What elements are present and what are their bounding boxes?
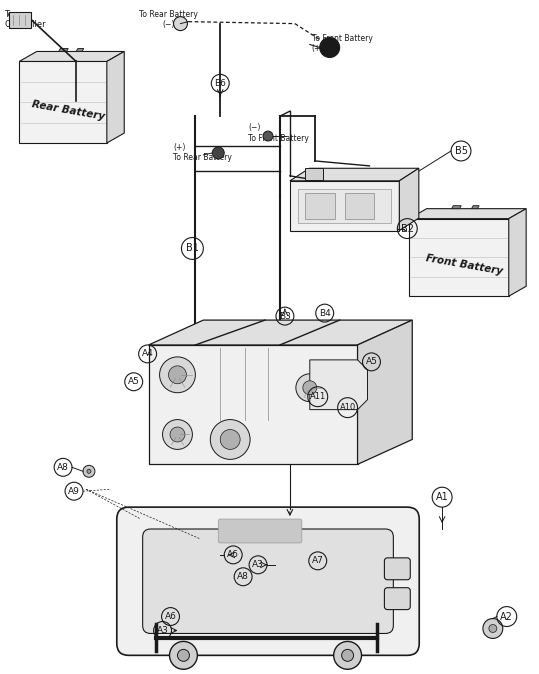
Text: B1: B1: [186, 243, 199, 253]
Polygon shape: [290, 168, 419, 181]
Text: A7: A7: [312, 556, 324, 565]
Text: A4: A4: [142, 349, 154, 359]
Text: (−)
To Front Battery: (−) To Front Battery: [248, 123, 309, 142]
FancyBboxPatch shape: [218, 519, 302, 543]
FancyBboxPatch shape: [143, 529, 393, 634]
FancyBboxPatch shape: [384, 558, 410, 580]
Circle shape: [303, 381, 317, 395]
Polygon shape: [19, 51, 125, 61]
Circle shape: [320, 38, 340, 57]
Polygon shape: [472, 206, 479, 209]
Text: A8: A8: [57, 463, 69, 472]
Polygon shape: [305, 193, 335, 218]
FancyBboxPatch shape: [384, 588, 410, 609]
Polygon shape: [298, 189, 391, 222]
Polygon shape: [149, 320, 412, 345]
Polygon shape: [19, 61, 107, 143]
Circle shape: [163, 420, 192, 450]
Circle shape: [83, 465, 95, 477]
Circle shape: [342, 649, 354, 661]
Circle shape: [263, 131, 273, 141]
Polygon shape: [399, 168, 419, 231]
Text: B5: B5: [454, 146, 467, 156]
Text: B3: B3: [279, 311, 291, 321]
Polygon shape: [290, 181, 399, 231]
Circle shape: [220, 429, 240, 450]
Polygon shape: [107, 51, 125, 143]
Polygon shape: [59, 49, 68, 51]
Text: A2: A2: [500, 611, 513, 621]
Circle shape: [296, 374, 324, 402]
Text: A3: A3: [157, 626, 169, 635]
Circle shape: [87, 469, 91, 473]
Polygon shape: [357, 320, 412, 464]
Text: A6: A6: [164, 612, 176, 621]
Circle shape: [483, 619, 503, 638]
Text: A3: A3: [252, 560, 264, 570]
Polygon shape: [509, 209, 526, 296]
Text: A6: A6: [227, 551, 239, 559]
Text: A1: A1: [436, 492, 448, 502]
Circle shape: [212, 147, 224, 159]
Text: Rear Battery: Rear Battery: [31, 99, 106, 122]
Text: A5: A5: [365, 357, 377, 367]
Polygon shape: [409, 209, 526, 218]
Polygon shape: [409, 218, 509, 296]
Polygon shape: [149, 345, 357, 464]
Text: (+)
To Rear Battery: (+) To Rear Battery: [174, 143, 232, 162]
Circle shape: [489, 625, 497, 632]
Polygon shape: [9, 11, 31, 28]
Text: B4: B4: [319, 309, 330, 317]
Circle shape: [334, 642, 362, 669]
Circle shape: [174, 17, 188, 30]
Polygon shape: [310, 360, 368, 410]
Polygon shape: [344, 193, 375, 218]
Circle shape: [170, 427, 185, 442]
Circle shape: [170, 642, 197, 669]
Circle shape: [177, 649, 189, 661]
Circle shape: [210, 420, 250, 460]
FancyBboxPatch shape: [117, 507, 419, 655]
Circle shape: [169, 366, 186, 384]
Text: A11: A11: [309, 392, 326, 401]
Polygon shape: [452, 206, 461, 209]
Polygon shape: [76, 49, 84, 51]
Text: Front Battery: Front Battery: [425, 253, 503, 277]
Text: To Rear Battery
(−): To Rear Battery (−): [139, 9, 198, 29]
Circle shape: [160, 357, 195, 393]
Text: To Front Battery
(+): To Front Battery (+): [312, 34, 372, 53]
Text: A9: A9: [68, 487, 80, 495]
Polygon shape: [305, 168, 323, 180]
Text: A8: A8: [237, 572, 249, 581]
Text: A5: A5: [128, 377, 140, 386]
Text: B2: B2: [401, 224, 414, 234]
Text: B6: B6: [215, 79, 226, 88]
Text: To
Controller: To Controller: [4, 9, 46, 29]
Text: A10: A10: [340, 403, 356, 412]
